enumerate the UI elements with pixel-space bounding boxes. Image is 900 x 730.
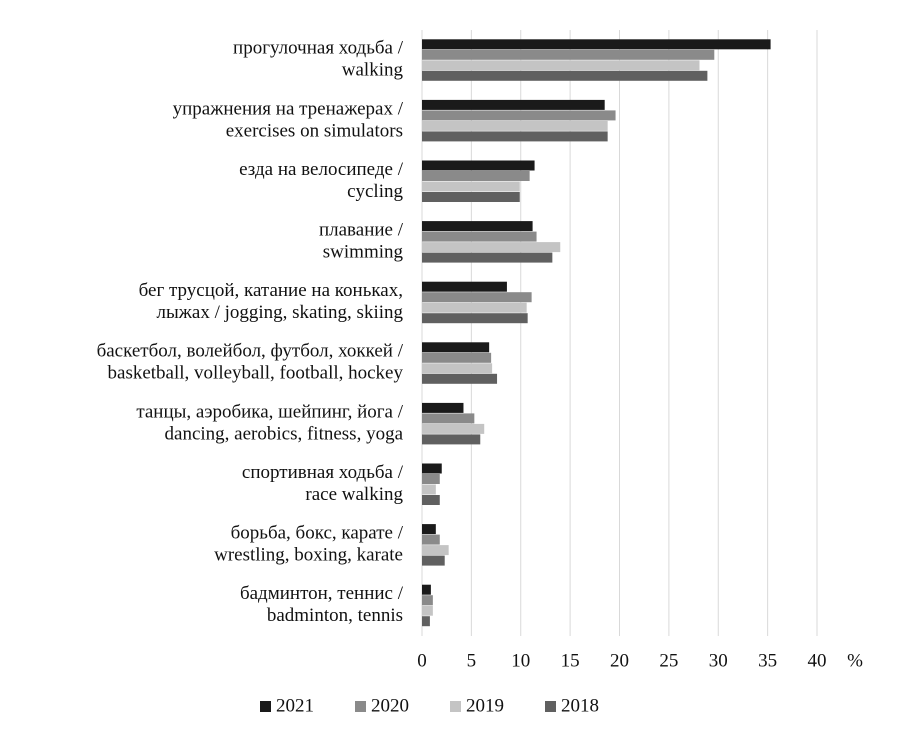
bar bbox=[422, 131, 608, 142]
bar bbox=[422, 252, 553, 263]
bar bbox=[422, 413, 475, 424]
bar bbox=[422, 423, 485, 434]
category-label: бег трусцой, катание на коньках, bbox=[139, 280, 403, 301]
bar bbox=[422, 192, 520, 202]
x-axis-unit: % bbox=[847, 650, 863, 671]
category-label: лыжах / jogging, skating, skiing bbox=[157, 302, 404, 323]
legend-swatch bbox=[355, 701, 366, 712]
bar bbox=[422, 120, 608, 131]
bar bbox=[422, 221, 533, 232]
category-label: баскетбол, волейбол, футбол, хоккей / bbox=[97, 341, 404, 362]
bar bbox=[422, 70, 708, 81]
x-tick-label: 10 bbox=[511, 650, 530, 671]
bar bbox=[422, 313, 528, 324]
bar bbox=[422, 584, 431, 595]
bar bbox=[422, 292, 532, 303]
category-label: бадминтон, теннис / bbox=[240, 583, 404, 604]
bar bbox=[422, 99, 605, 110]
bar bbox=[422, 534, 440, 545]
x-tick-label: 30 bbox=[709, 650, 728, 671]
x-tick-label: 40 bbox=[808, 650, 827, 671]
bar bbox=[422, 402, 464, 413]
category-label: упражнения на тренажерах / bbox=[173, 98, 404, 119]
bar bbox=[422, 495, 440, 505]
bar bbox=[422, 342, 490, 353]
x-tick-label: 25 bbox=[659, 650, 678, 671]
bar bbox=[422, 555, 445, 566]
legend-label: 2018 bbox=[561, 695, 599, 716]
category-label: спортивная ходьба / bbox=[242, 462, 404, 483]
category-label: танцы, аэробика, шейпинг, йога / bbox=[136, 401, 403, 422]
category-label: swimming bbox=[323, 241, 404, 262]
category-label: badminton, tennis bbox=[267, 605, 403, 626]
bar bbox=[422, 616, 430, 627]
category-label: езда на велосипеде / bbox=[239, 159, 404, 180]
bar bbox=[422, 484, 436, 495]
bar bbox=[422, 60, 700, 71]
bar bbox=[422, 363, 493, 374]
bar bbox=[422, 302, 527, 313]
x-tick-label: 35 bbox=[758, 650, 777, 671]
category-label: cycling bbox=[347, 181, 403, 202]
bar bbox=[422, 39, 771, 50]
bar bbox=[422, 352, 492, 363]
x-tick-label: 20 bbox=[610, 650, 629, 671]
bar bbox=[422, 49, 715, 60]
legend-swatch bbox=[545, 701, 556, 712]
bar bbox=[422, 171, 530, 181]
bar bbox=[422, 110, 616, 121]
category-label: walking bbox=[342, 60, 404, 81]
legend-swatch bbox=[450, 701, 461, 712]
bar bbox=[422, 231, 537, 242]
bar bbox=[422, 434, 481, 445]
legend-swatch bbox=[260, 701, 271, 712]
category-label: борьба, бокс, карате / bbox=[231, 522, 404, 543]
x-tick-label: 15 bbox=[561, 650, 580, 671]
category-label: race walking bbox=[305, 484, 403, 505]
bar bbox=[422, 524, 436, 535]
category-label: wrestling, boxing, karate bbox=[214, 544, 403, 565]
category-label: прогулочная ходьба / bbox=[233, 38, 404, 59]
category-label: dancing, aerobics, fitness, yoga bbox=[165, 423, 404, 444]
bar bbox=[422, 373, 498, 384]
bar bbox=[422, 474, 440, 484]
bar bbox=[422, 545, 449, 556]
bar bbox=[422, 281, 507, 292]
category-label: плавание / bbox=[319, 219, 404, 240]
legend-label: 2020 bbox=[371, 695, 409, 716]
x-tick-label: 0 bbox=[417, 650, 427, 671]
x-tick-label: 5 bbox=[467, 650, 477, 671]
bar bbox=[422, 242, 561, 253]
bar bbox=[422, 463, 442, 474]
bar bbox=[422, 605, 433, 616]
legend-label: 2021 bbox=[276, 695, 314, 716]
legend-label: 2019 bbox=[466, 695, 504, 716]
bar bbox=[422, 595, 433, 606]
bar bbox=[422, 160, 535, 171]
bar bbox=[422, 181, 520, 192]
category-label: basketball, volleyball, football, hockey bbox=[108, 363, 404, 384]
category-label: exercises on simulators bbox=[226, 120, 403, 141]
